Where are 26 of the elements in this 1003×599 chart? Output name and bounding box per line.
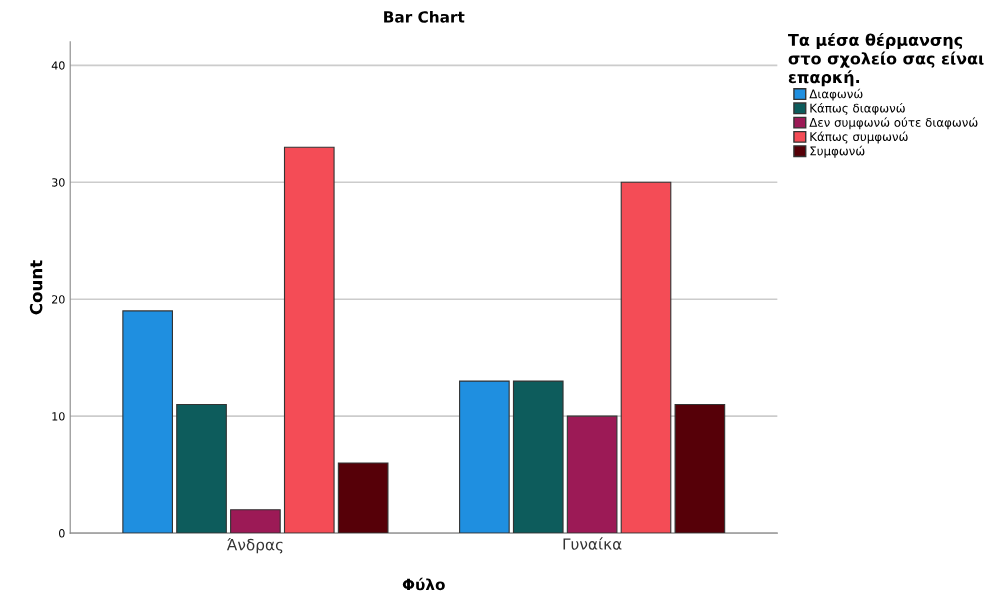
bar <box>122 310 173 534</box>
legend-label: Διαφωνώ <box>809 88 863 101</box>
x-tick-label: Άνδρας <box>226 537 283 554</box>
bar <box>512 380 564 534</box>
bar <box>620 181 672 534</box>
bar <box>283 146 335 534</box>
legend-label: Κάπως διαφωνώ <box>810 102 905 115</box>
bar <box>337 462 389 534</box>
bar <box>674 403 726 534</box>
y-tick-label: 20 <box>52 295 65 304</box>
bar <box>176 403 227 534</box>
legend-label: Δεν συμφωνώ ούτε διαφωνώ <box>809 117 978 130</box>
bar <box>566 415 618 534</box>
y-tick-label: 40 <box>51 61 65 70</box>
x-axis-title: Φύλο <box>402 577 445 591</box>
bar <box>459 380 510 534</box>
bar <box>230 509 281 534</box>
y-axis-title: Count <box>29 260 43 315</box>
legend-title: Τα μέσα θέρμανσης στο σχολείο σας είναι επαρκή. <box>788 32 984 87</box>
legend-label: Κάπως συμφωνώ <box>810 131 908 144</box>
y-tick-label: 30 <box>52 178 65 187</box>
chart-title: Bar Chart <box>384 10 465 23</box>
y-tick-label: 0 <box>59 529 65 538</box>
legend-label: Συμφωνώ <box>810 145 865 158</box>
y-tick-label: 10 <box>52 412 65 421</box>
x-tick-label: Γυναίκα <box>563 537 622 550</box>
